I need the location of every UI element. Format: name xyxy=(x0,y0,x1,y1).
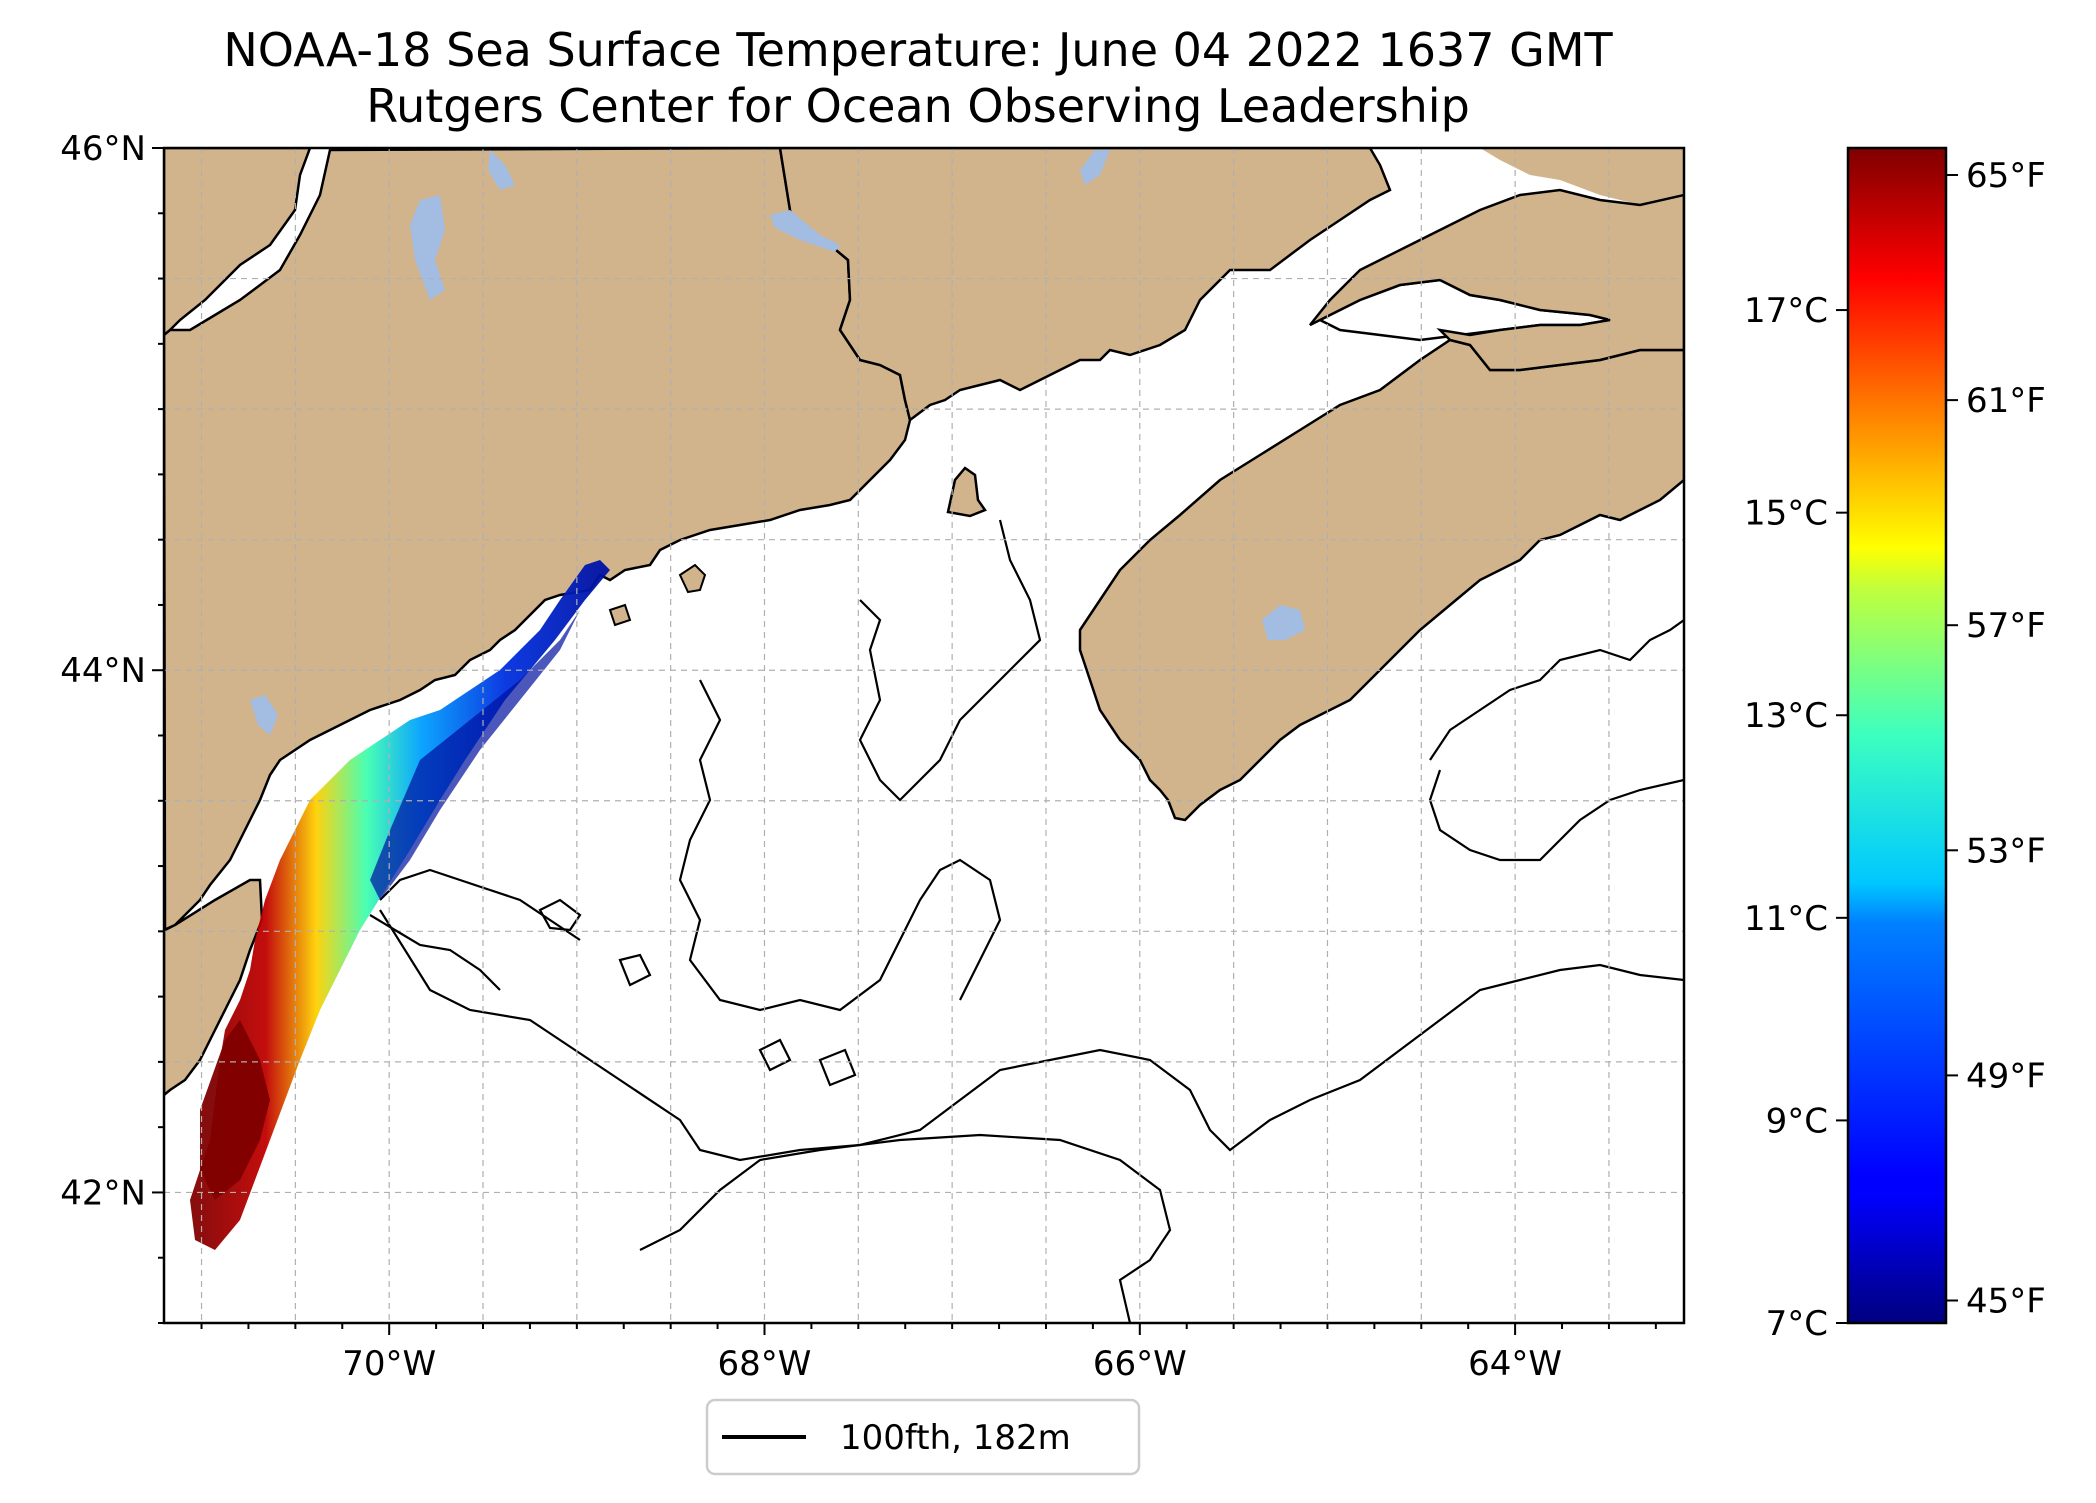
lon-tick-label: 64°W xyxy=(1468,1344,1562,1384)
isobath-small-1 xyxy=(538,898,582,932)
colorbar-fahrenheit-axis: 45°F 49°F 53°F 57°F 61°F 65°F xyxy=(1946,156,2046,1321)
fahrenheit-tick-label: 65°F xyxy=(1966,156,2046,196)
lat-tick-label: 46°N xyxy=(60,129,146,169)
title-line-2: Rutgers Center for Ocean Observing Leade… xyxy=(366,79,1470,133)
sst-cool-interior xyxy=(370,610,580,900)
fahrenheit-tick-label: 49°F xyxy=(1966,1056,2046,1096)
lon-tick-label: 66°W xyxy=(1093,1344,1187,1384)
land-gulf-coast-ne xyxy=(1309,188,1684,372)
lat-tick-label: 42°N xyxy=(60,1173,146,1213)
celsius-tick-label: 11°C xyxy=(1744,899,1828,939)
lake-sebago xyxy=(250,695,278,735)
land-maine-nb-coast xyxy=(778,148,1392,423)
colorbar: 7°C 9°C 11°C 13°C 15°C 17°C 45°F 49°F 53°F 57°F 6… xyxy=(1744,146,2046,1344)
land-new-england xyxy=(164,148,912,1097)
isobath-cape-cod xyxy=(369,914,501,991)
isobath-small-3 xyxy=(758,1038,792,1072)
fahrenheit-tick-label: 53°F xyxy=(1966,831,2046,871)
land-new-brunswick xyxy=(780,148,1684,205)
isobath-georges-bank xyxy=(639,1133,1172,1323)
isobath-small-2 xyxy=(618,953,652,987)
land-nova-scotia xyxy=(1078,338,1684,822)
isobath-wilkinson xyxy=(379,868,581,941)
isobath-contours xyxy=(379,519,1684,1323)
celsius-tick-label: 13°C xyxy=(1744,696,1828,736)
celsius-tick-label: 17°C xyxy=(1744,291,1828,331)
land-grand-manan xyxy=(946,466,987,518)
land-islands-penobscot xyxy=(608,563,707,627)
colorbar-celsius-axis: 7°C 9°C 11°C 13°C 15°C 17°C xyxy=(1744,291,1848,1344)
fahrenheit-tick-label: 61°F xyxy=(1966,381,2046,421)
celsius-tick-label: 15°C xyxy=(1744,494,1828,534)
lat-tick-label: 44°N xyxy=(60,651,146,691)
fahrenheit-tick-label: 45°F xyxy=(1966,1281,2046,1321)
isobath-ns-shelf xyxy=(1428,619,1684,862)
legend: 100fth, 182m xyxy=(705,1398,1141,1476)
lake-rossignol xyxy=(1262,605,1305,640)
celsius-tick-label: 7°C xyxy=(1766,1304,1828,1344)
isobath-georges-basin xyxy=(379,909,1684,1162)
lake-chesuncook xyxy=(488,150,515,190)
title-line-1: NOAA-18 Sea Surface Temperature: June 04… xyxy=(223,23,1613,77)
graticule xyxy=(164,148,1684,1323)
legend-label: 100fth, 182m xyxy=(840,1418,1071,1458)
legend-box xyxy=(705,1398,1141,1476)
isobath-jordan-basin xyxy=(858,519,1042,802)
fahrenheit-tick-label: 57°F xyxy=(1966,606,2046,646)
lake-nb xyxy=(1080,150,1110,185)
lake-grand xyxy=(770,210,840,252)
lon-tick-label: 70°W xyxy=(342,1344,436,1384)
latitude-axis: 46°N 44°N 42°N xyxy=(60,129,164,1324)
map-panel xyxy=(164,148,1684,1323)
longitude-axis: 70°W 68°W 66°W 64°W xyxy=(200,1323,1657,1384)
lon-tick-label: 68°W xyxy=(718,1344,812,1384)
isobath-inner-gulf xyxy=(678,679,1002,1012)
lake-moosehead xyxy=(410,195,445,300)
sst-warm-patch xyxy=(200,1020,270,1200)
colorbar-gradient xyxy=(1846,146,1948,1325)
celsius-tick-label: 9°C xyxy=(1766,1101,1828,1141)
isobath-small-4 xyxy=(818,1048,857,1087)
